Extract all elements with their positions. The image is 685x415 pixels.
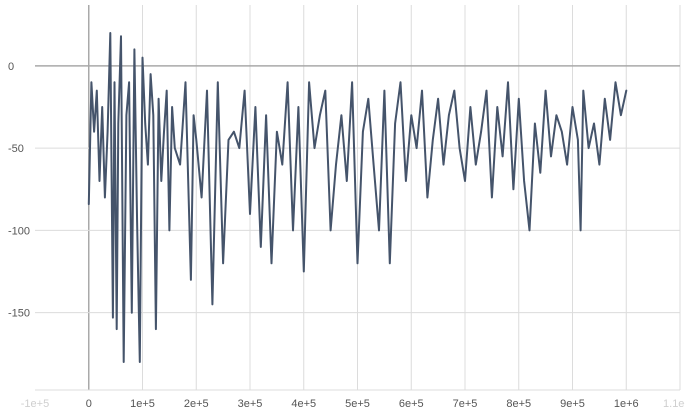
x-tick-label: 7e+5: [453, 398, 478, 410]
x-tick-label: 8e+5: [506, 398, 531, 410]
series-line: [87, 32, 628, 363]
x-tick-label: 3e+5: [238, 398, 263, 410]
y-tick-label: -100: [8, 225, 30, 237]
y-tick-label: -150: [8, 308, 30, 320]
x-tick-label: 9e+5: [560, 398, 585, 410]
y-tick-label: 0: [8, 61, 14, 73]
x-tick-label: 0: [86, 398, 92, 410]
y-tick-label: -50: [8, 143, 24, 155]
x-tick-label: 1e+5: [130, 398, 155, 410]
x-tick-label: 4e+5: [291, 398, 316, 410]
x-tick-label: 2e+5: [184, 398, 209, 410]
x-tick-label: 5e+5: [345, 398, 370, 410]
x-tick-label: 1e+6: [614, 398, 639, 410]
x-tick-label: -1e+5: [21, 398, 49, 410]
x-tick-label: 6e+5: [399, 398, 424, 410]
x-tick-label: 1.1e+6: [663, 398, 685, 410]
